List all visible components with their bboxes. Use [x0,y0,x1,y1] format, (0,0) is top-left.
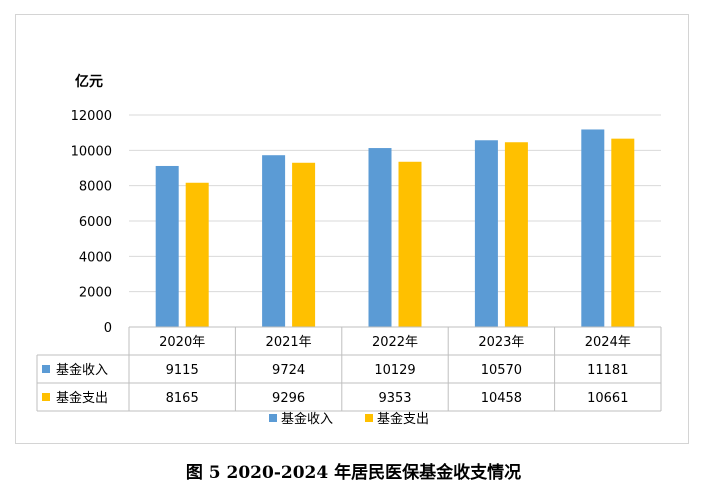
y-tick-labels: 0 2000 4000 6000 8000 10000 12000 [71,109,112,336]
data-label: 10570 [481,363,522,378]
x-tick-label: 2023年 [478,335,524,350]
table-series-label: 基金支出 [56,390,108,406]
legend-swatch [269,414,277,422]
data-label: 9353 [378,391,411,406]
y-tick-label: 10000 [71,144,112,159]
x-tick-label: 2020年 [159,335,205,350]
bar-income [368,148,392,327]
bar-expense [398,161,422,327]
y-tick-label: 2000 [79,286,112,301]
bar-income [262,155,286,327]
data-label: 8165 [166,391,199,406]
y-tick-label: 6000 [79,215,112,230]
bar-expense [611,138,635,327]
legend: 基金收入 基金支出 [269,411,429,427]
x-tick-label: 2022年 [372,335,418,350]
y-tick-label: 8000 [79,180,112,195]
legend-label: 基金收入 [281,411,333,427]
x-tick-label: 2024年 [585,335,631,350]
data-label: 10458 [481,391,522,406]
bar-income [581,129,605,327]
data-label: 9115 [166,363,199,378]
data-label: 9296 [272,391,305,406]
legend-swatch [365,414,373,422]
data-label: 11181 [587,363,628,378]
gridlines [129,114,661,293]
data-label: 9724 [272,363,305,378]
data-table: 2020年 9115 8165 2021年 9724 9296 2022年 10129 9353… [36,326,662,412]
y-axis-unit-label: 亿元 [75,73,103,90]
chart-frame [15,14,689,444]
y-tick-label: 0 [104,321,112,336]
y-tick-label: 12000 [71,109,112,124]
bar-income [155,165,179,327]
figure-caption: 图 5 2020-2024 年居民医保基金收支情况 [185,463,522,483]
bar-expense [504,142,528,327]
x-tick-label: 2021年 [266,335,312,350]
legend-label: 基金支出 [377,411,429,427]
bars [155,129,635,327]
bar-income [474,140,498,327]
table-legend-swatch [42,365,50,373]
bar-expense [185,182,209,327]
data-label: 10129 [374,363,415,378]
table-legend-swatch [42,393,50,401]
data-label: 10661 [587,391,628,406]
table-series-label: 基金收入 [56,362,108,378]
bar-expense [292,162,316,327]
y-tick-label: 4000 [79,250,112,265]
